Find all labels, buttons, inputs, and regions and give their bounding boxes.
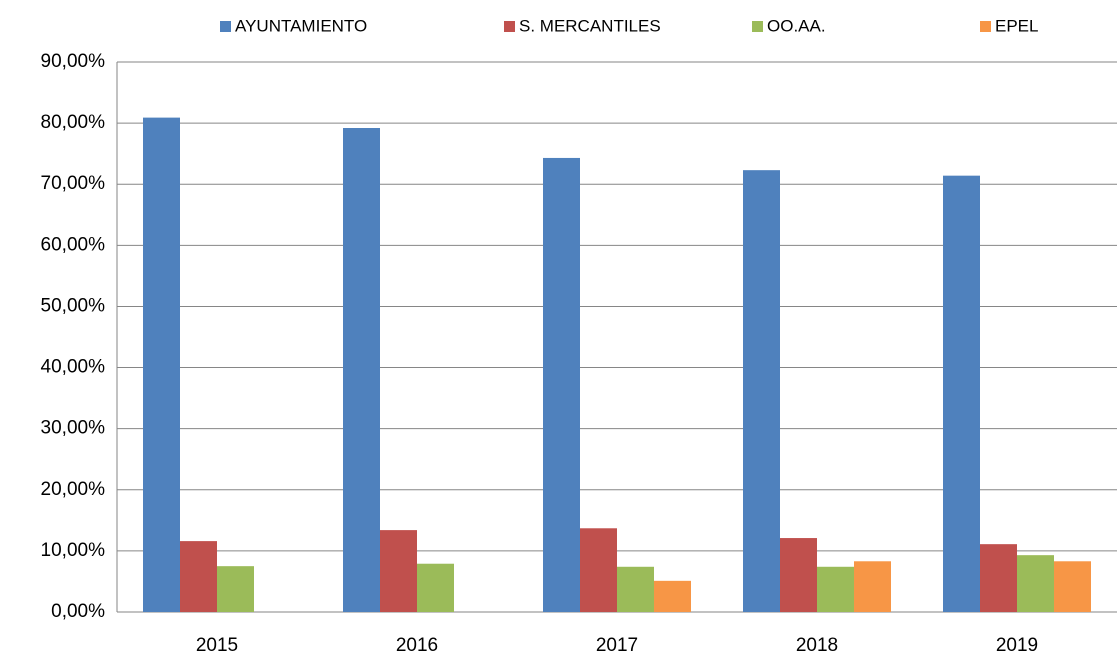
y-tick-label: 50,00% [41,295,106,316]
bar [654,580,691,612]
legend-label: EPEL [995,16,1038,35]
bar [980,544,1017,612]
bar [1017,555,1054,612]
bar [943,175,980,612]
bar [417,563,454,612]
y-tick-label: 90,00% [41,51,106,72]
bar [617,566,654,612]
y-tick-label: 80,00% [41,112,106,133]
bar [343,128,380,612]
bar [217,566,254,612]
bar [380,530,417,612]
y-tick-label: 20,00% [41,479,106,500]
x-tick-label: 2015 [196,635,238,656]
bar [143,117,180,612]
bar [854,561,891,612]
y-tick-label: 40,00% [41,357,106,378]
bar [180,541,217,612]
x-tick-label: 2016 [396,635,438,656]
bar [743,170,780,612]
legend-swatch [504,21,515,32]
x-tick-label: 2019 [996,635,1038,656]
legend-label: OO.AA. [767,16,826,35]
bar [1054,561,1091,612]
legend-swatch [980,21,991,32]
y-tick-label: 70,00% [41,173,106,194]
legend-swatch [220,21,231,32]
legend-swatch [752,21,763,32]
x-tick-label: 2018 [796,635,838,656]
bar [780,538,817,612]
bar [817,566,854,612]
y-tick-label: 60,00% [41,234,106,255]
legend-label: S. MERCANTILES [519,16,661,35]
bar [580,528,617,612]
legend-label: AYUNTAMIENTO [235,16,367,35]
y-tick-label: 30,00% [41,418,106,439]
x-tick-label: 2017 [596,635,638,656]
y-tick-label: 0,00% [51,601,105,622]
y-tick-label: 10,00% [41,540,106,561]
bar [543,157,580,612]
